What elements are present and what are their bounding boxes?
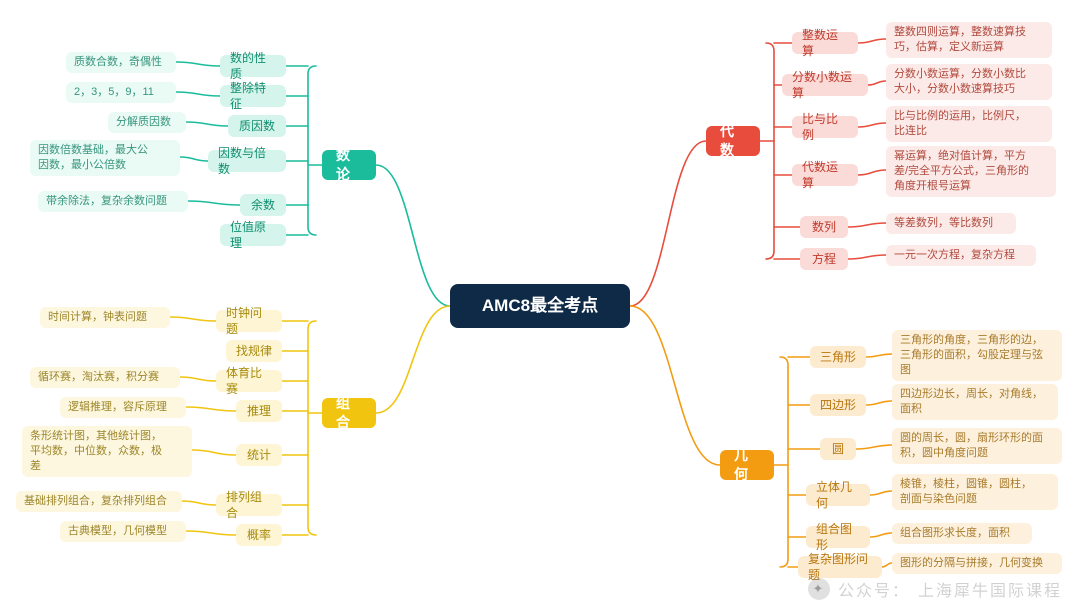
leaf-node: 分解质因数 [108,112,186,133]
sub-node: 三角形 [810,346,866,368]
sub-node: 位值原理 [220,224,286,246]
leaf-node: 因数倍数基础，最大公 因数，最小公倍数 [30,140,180,176]
branch-combinatorics: 组合 [322,398,376,428]
wechat-icon: ✦ [808,578,830,600]
leaf-node: 分数小数运算，分数小数比 大小，分数小数速算技巧 [886,64,1052,100]
watermark-prefix: 公众号： [838,577,910,601]
leaf-node: 2，3，5，9，11 [66,82,176,103]
sub-node: 推理 [236,400,282,422]
leaf-node: 时间计算，钟表问题 [40,307,170,328]
leaf-node: 条形统计图，其他统计图， 平均数，中位数，众数，极 差 [22,426,192,477]
branch-geometry: 几何 [720,450,774,480]
branch-algebra: 代数 [706,126,760,156]
leaf-node: 幂运算，绝对值计算，平方 差/完全平方公式，三角形的 角度开根号运算 [886,146,1056,197]
sub-node: 概率 [236,524,282,546]
leaf-node: 一元一次方程，复杂方程 [886,245,1036,266]
sub-node: 四边形 [810,394,866,416]
sub-node: 分数小数运算 [782,74,868,96]
leaf-node: 圆的周长，圆，扇形环形的面 积，圆中角度问题 [892,428,1062,464]
sub-node: 数的性质 [220,55,286,77]
leaf-node: 带余除法，复杂余数问题 [38,191,188,212]
root-label: AMC8最全考点 [482,295,598,318]
root-node: AMC8最全考点 [450,284,630,328]
leaf-node: 质数合数，奇偶性 [66,52,176,73]
sub-node: 体育比赛 [216,370,282,392]
sub-node: 整除特征 [220,85,286,107]
leaf-node: 组合图形求长度，面积 [892,523,1032,544]
sub-node: 代数运算 [792,164,858,186]
sub-node: 圆 [820,438,856,460]
leaf-node: 等差数列，等比数列 [886,213,1016,234]
leaf-node: 逻辑推理，容斥原理 [60,397,186,418]
sub-node: 整数运算 [792,32,858,54]
sub-node: 比与比例 [792,116,858,138]
watermark-text: 上海犀牛国际课程 [918,577,1062,601]
leaf-node: 四边形边长，周长，对角线， 面积 [892,384,1058,420]
sub-node: 找规律 [226,340,282,362]
leaf-node: 三角形的角度，三角形的边， 三角形的面积，勾股定理与弦 图 [892,330,1062,381]
sub-node: 统计 [236,444,282,466]
watermark: ✦ 公众号： 上海犀牛国际课程 [808,577,1062,601]
sub-node: 时钟问题 [216,310,282,332]
sub-node: 数列 [800,216,848,238]
leaf-node: 整数四则运算，整数速算技 巧，估算，定义新运算 [886,22,1052,58]
leaf-node: 棱锥，棱柱，圆锥，圆柱， 剖面与染色问题 [892,474,1058,510]
leaf-node: 古典模型，几何模型 [60,521,186,542]
sub-node: 立体几何 [806,484,870,506]
sub-node: 方程 [800,248,848,270]
sub-node: 质因数 [228,115,286,137]
sub-node: 因数与倍数 [208,150,286,172]
branch-number_theory: 数论 [322,150,376,180]
leaf-node: 基础排列组合，复杂排列组合 [16,491,182,512]
sub-node: 复杂图形问题 [798,556,882,578]
leaf-node: 比与比例的运用，比例尺， 比连比 [886,106,1052,142]
leaf-node: 循环赛，淘汰赛，积分赛 [30,367,180,388]
sub-node: 组合图形 [806,526,870,548]
leaf-node: 图形的分隔与拼接，几何变换 [892,553,1062,574]
sub-node: 排列组合 [216,494,282,516]
sub-node: 余数 [240,194,286,216]
